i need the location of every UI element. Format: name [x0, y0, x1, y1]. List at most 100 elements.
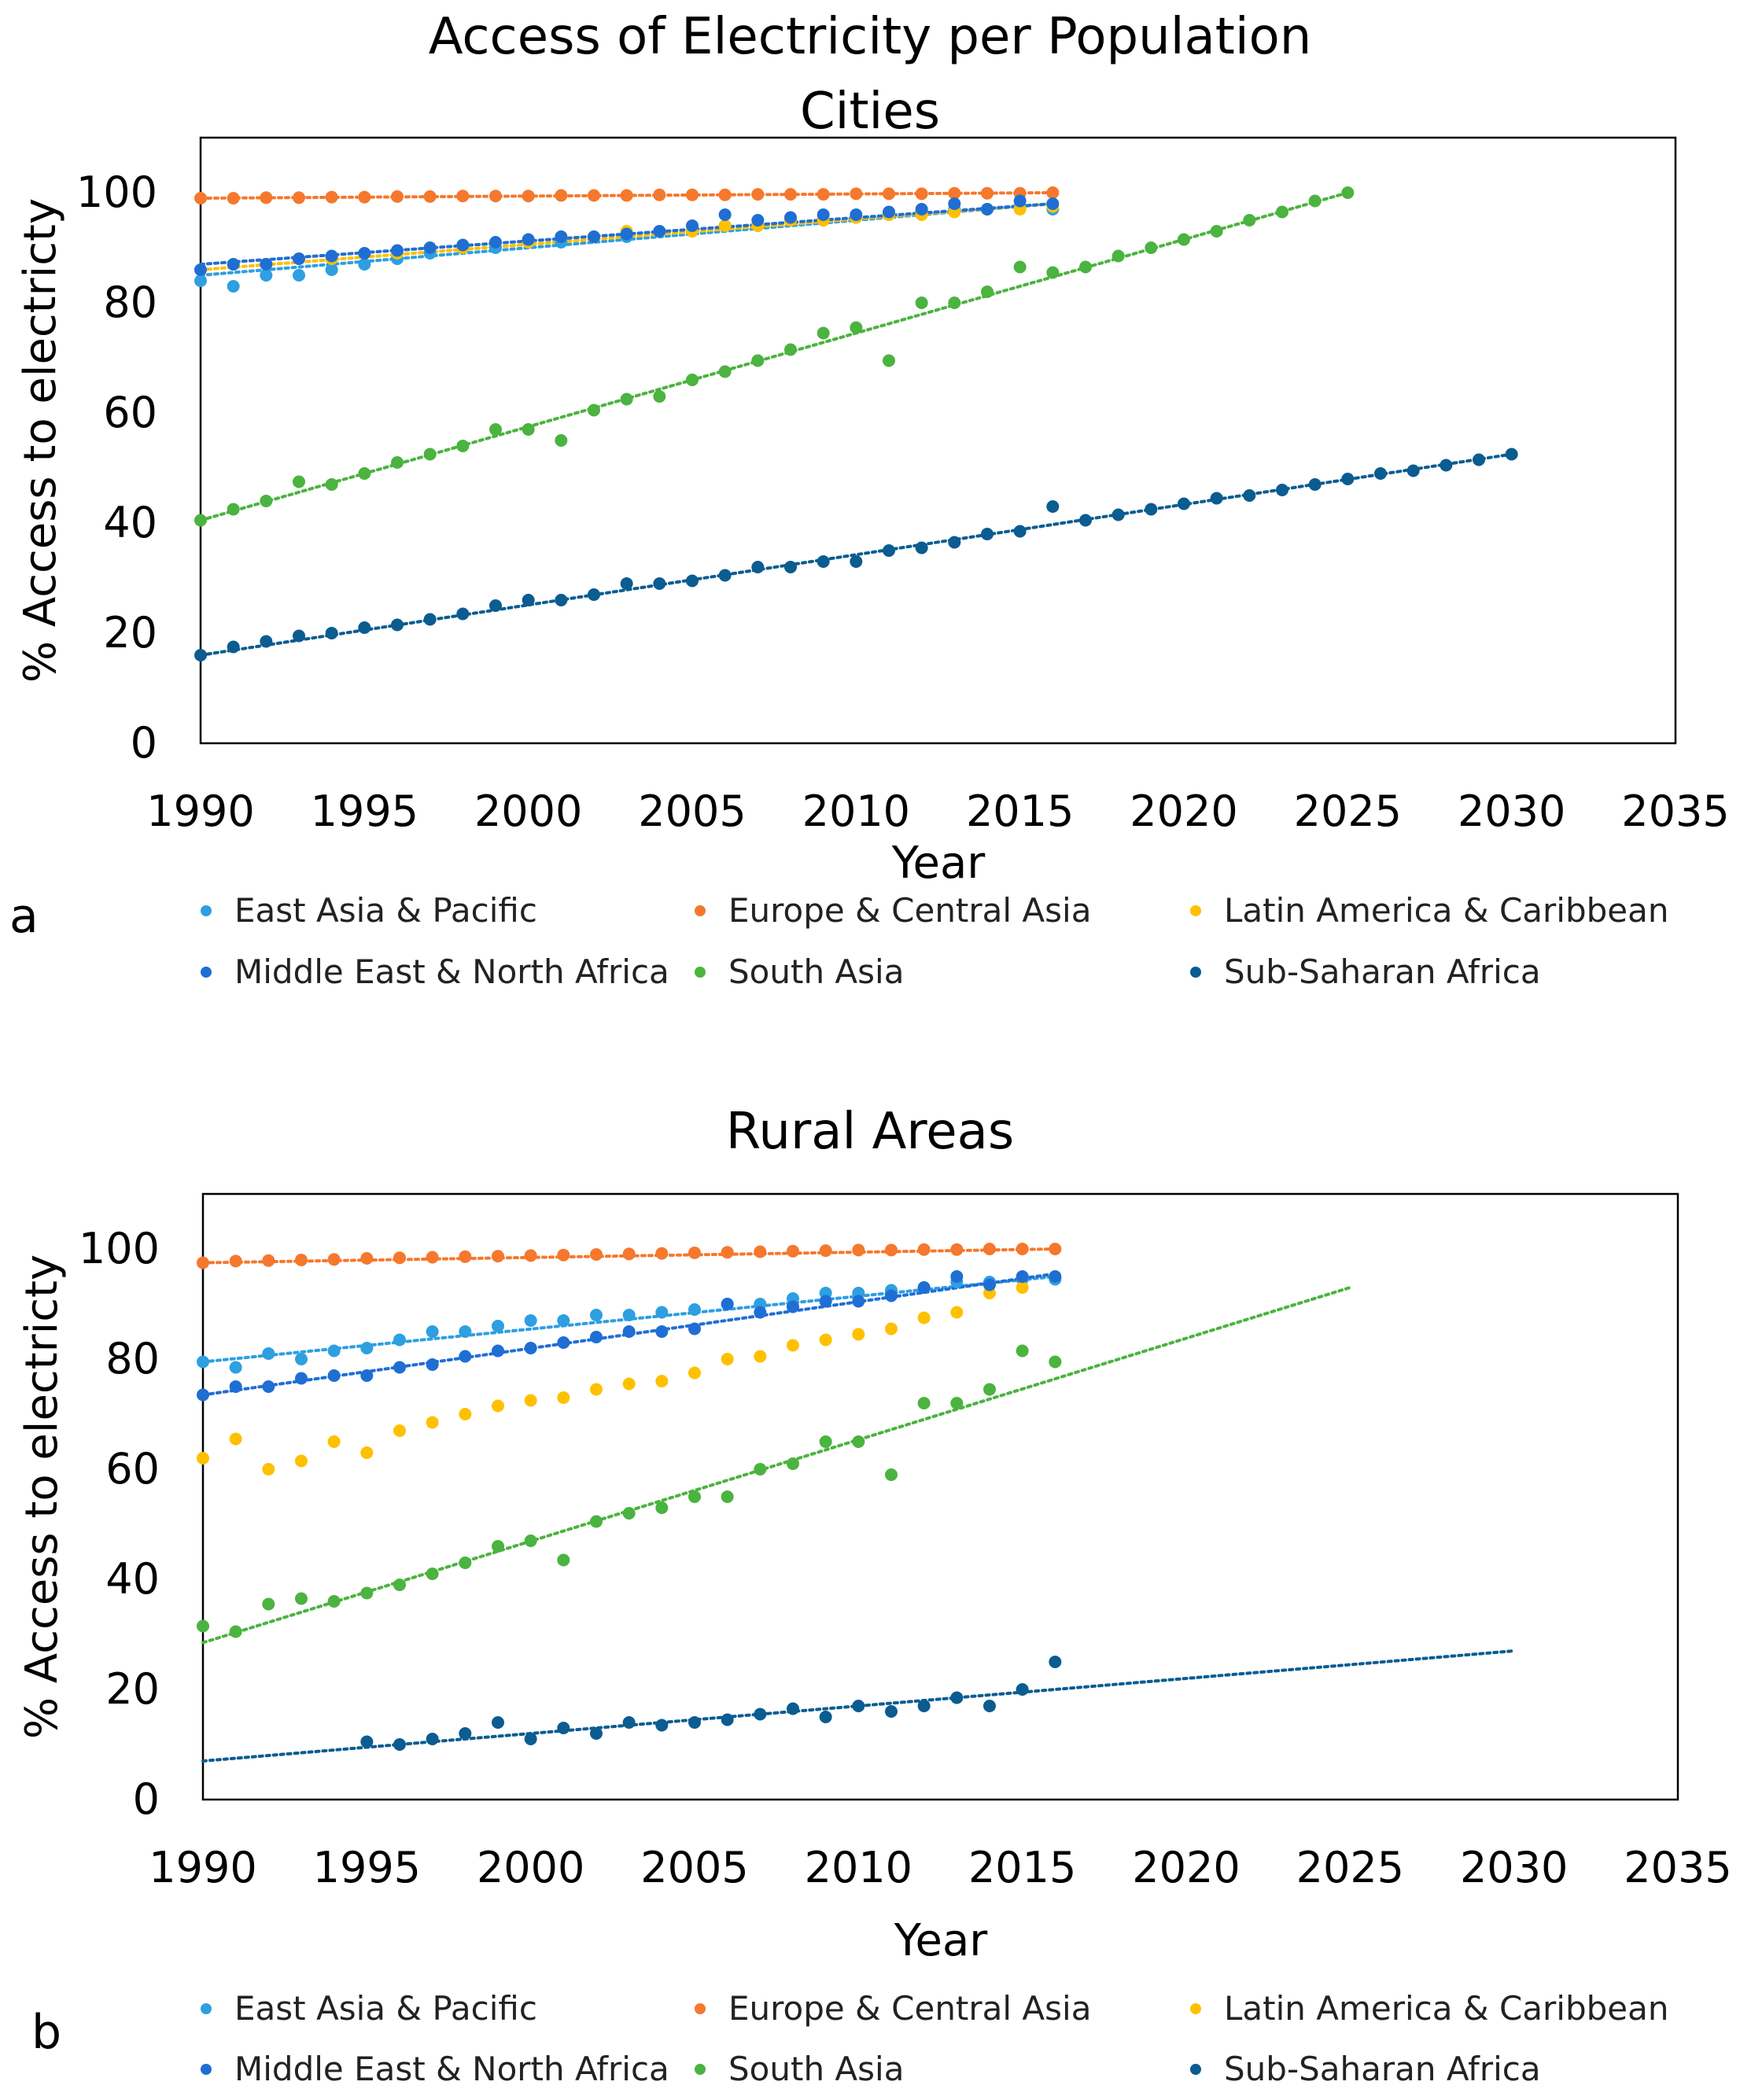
- point-sub-saharan-africa: [852, 1700, 865, 1712]
- point-east-asia-and-pacific: [590, 1309, 603, 1321]
- point-south-asia: [1049, 1355, 1062, 1369]
- point-south-asia: [423, 448, 437, 461]
- point-sub-saharan-africa: [489, 599, 502, 612]
- point-east-asia-and-pacific: [327, 1344, 341, 1358]
- point-east-asia-and-pacific: [358, 258, 371, 271]
- trendlines: [201, 1247, 1516, 1763]
- point-sub-saharan-africa: [983, 1700, 996, 1712]
- point-east-asia-and-pacific: [360, 1342, 374, 1354]
- point-south-asia: [227, 503, 240, 516]
- point-sub-saharan-africa: [1145, 503, 1158, 516]
- point-south-asia: [327, 1595, 341, 1608]
- point-south-asia: [489, 423, 502, 436]
- point-latin-america-and-caribbean: [590, 1383, 603, 1396]
- point-europe-and-central-asia: [557, 1248, 570, 1262]
- point-sub-saharan-africa: [950, 1691, 964, 1704]
- point-middle-east-and-north-africa: [622, 1325, 636, 1338]
- point-europe-and-central-asia: [522, 190, 535, 203]
- point-middle-east-and-north-africa: [588, 230, 600, 243]
- point-latin-america-and-caribbean: [393, 1424, 406, 1437]
- point-middle-east-and-north-africa: [751, 214, 765, 227]
- point-europe-and-central-asia: [950, 1243, 964, 1256]
- point-middle-east-and-north-africa: [819, 1295, 832, 1308]
- point-south-asia: [1276, 205, 1288, 219]
- point-sub-saharan-africa: [555, 594, 568, 606]
- legend-label: Latin America & Caribbean: [1224, 891, 1668, 930]
- point-sub-saharan-africa: [1406, 464, 1420, 477]
- legend-label: South Asia: [728, 952, 904, 991]
- point-south-asia: [459, 1557, 472, 1569]
- point-middle-east-and-north-africa: [1016, 1270, 1029, 1283]
- trendline-south-asia: [201, 1286, 1352, 1645]
- point-south-asia: [194, 514, 207, 527]
- point-east-asia-and-pacific: [293, 269, 305, 282]
- legend-marker-south-asia: [695, 2064, 706, 2075]
- point-latin-america-and-caribbean: [655, 1375, 669, 1387]
- y-tick-label: 100: [76, 168, 157, 217]
- point-south-asia: [1210, 225, 1223, 238]
- point-europe-and-central-asia: [456, 190, 470, 203]
- point-sub-saharan-africa: [885, 1705, 898, 1718]
- x-tick-label: 2025: [1296, 1843, 1404, 1892]
- point-east-asia-and-pacific: [295, 1353, 308, 1365]
- point-sub-saharan-africa: [524, 1733, 537, 1745]
- point-europe-and-central-asia: [588, 189, 600, 202]
- point-south-asia: [360, 1586, 374, 1600]
- point-south-asia: [950, 1397, 964, 1409]
- point-south-asia: [688, 1490, 701, 1503]
- point-south-asia: [590, 1515, 603, 1528]
- point-east-asia-and-pacific: [426, 1325, 439, 1338]
- point-middle-east-and-north-africa: [1046, 197, 1060, 210]
- point-middle-east-and-north-africa: [850, 208, 863, 221]
- point-middle-east-and-north-africa: [981, 203, 993, 216]
- axis-ticks: 1990 1995 2000 2005 2010 2015 2020 2025 2030 2035…: [79, 1224, 1732, 1892]
- plot-frame: [201, 1192, 1679, 1801]
- point-south-asia: [915, 297, 928, 309]
- point-east-asia-and-pacific: [655, 1306, 669, 1319]
- point-middle-east-and-north-africa: [260, 258, 273, 271]
- point-sub-saharan-africa: [751, 561, 765, 573]
- point-sub-saharan-africa: [784, 561, 797, 573]
- point-middle-east-and-north-africa: [227, 258, 240, 271]
- point-europe-and-central-asia: [459, 1250, 472, 1263]
- point-middle-east-and-north-africa: [917, 1281, 931, 1294]
- point-europe-and-central-asia: [721, 1246, 734, 1259]
- point-east-asia-and-pacific: [197, 1355, 209, 1369]
- point-sub-saharan-africa: [1243, 489, 1256, 502]
- point-sub-saharan-africa: [590, 1727, 603, 1740]
- point-sub-saharan-africa: [1505, 448, 1518, 461]
- y-tick-label: 20: [103, 608, 157, 658]
- point-sub-saharan-africa: [915, 541, 928, 554]
- point-south-asia: [262, 1597, 275, 1611]
- point-south-asia: [1145, 241, 1158, 254]
- point-europe-and-central-asia: [391, 190, 404, 203]
- legend-label: Middle East & North Africa: [234, 2050, 669, 2088]
- point-latin-america-and-caribbean: [524, 1394, 537, 1407]
- point-europe-and-central-asia: [197, 1256, 209, 1269]
- point-south-asia: [718, 365, 732, 378]
- point-south-asia: [524, 1534, 537, 1547]
- point-europe-and-central-asia: [194, 192, 207, 204]
- point-latin-america-and-caribbean: [1016, 1281, 1029, 1294]
- point-sub-saharan-africa: [819, 1711, 832, 1723]
- point-sub-saharan-africa: [456, 607, 470, 621]
- point-latin-america-and-caribbean: [721, 1353, 734, 1365]
- point-sub-saharan-africa: [227, 640, 240, 654]
- point-europe-and-central-asia: [653, 188, 666, 201]
- x-axis-title: Year: [891, 838, 986, 889]
- point-sub-saharan-africa: [1046, 500, 1060, 513]
- point-europe-and-central-asia: [751, 188, 765, 201]
- point-sub-saharan-africa: [1079, 514, 1092, 527]
- point-middle-east-and-north-africa: [686, 219, 699, 232]
- legend-marker-latin-america-and-caribbean: [1190, 2003, 1201, 2014]
- point-east-asia-and-pacific: [194, 274, 207, 287]
- point-sub-saharan-africa: [754, 1708, 767, 1721]
- point-sub-saharan-africa: [655, 1719, 669, 1732]
- point-south-asia: [1178, 233, 1190, 246]
- point-sub-saharan-africa: [391, 618, 404, 632]
- point-middle-east-and-north-africa: [1049, 1270, 1062, 1283]
- point-latin-america-and-caribbean: [787, 1339, 799, 1352]
- point-middle-east-and-north-africa: [426, 1358, 439, 1371]
- point-east-asia-and-pacific: [325, 263, 338, 276]
- point-south-asia: [1079, 260, 1092, 274]
